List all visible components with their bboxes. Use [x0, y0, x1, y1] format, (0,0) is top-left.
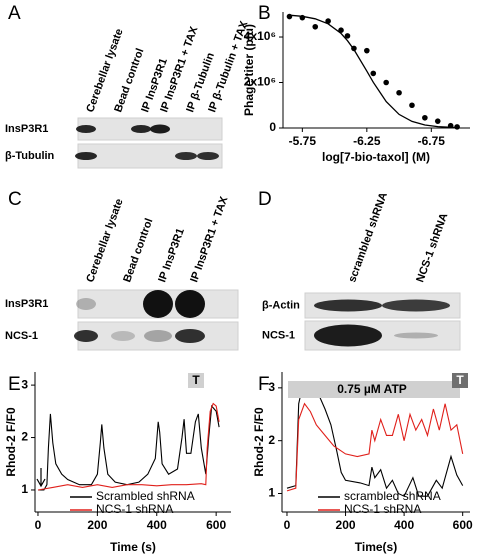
- x-tick-label: -5.75: [289, 134, 317, 148]
- y-axis-label: Phage titer (pfu): [242, 24, 256, 116]
- blot-strip: [77, 321, 239, 351]
- data-point: [434, 118, 441, 124]
- band: [143, 290, 173, 318]
- trace: [37, 402, 220, 491]
- x-tick-label: 0: [35, 518, 42, 532]
- row-label: β-Tubulin: [5, 150, 55, 162]
- x-axis-label: Time(s): [355, 540, 397, 554]
- trace: [286, 389, 464, 497]
- y-tick-label: 2: [268, 433, 275, 447]
- annotation: T: [456, 373, 464, 387]
- y-tick-label: 2x10⁶: [244, 75, 276, 89]
- y-tick-label: 1: [268, 486, 275, 500]
- lane-label: IP InsP3R1 + TAX: [188, 194, 230, 284]
- panel-label: A: [8, 3, 21, 24]
- stimulus-arrow: [36, 468, 46, 488]
- row-label: InsP3R1: [5, 123, 48, 135]
- legend-label: scrambled shRNA: [344, 489, 441, 503]
- band: [76, 298, 96, 310]
- x-tick-label: 200: [336, 518, 356, 532]
- data-point: [422, 114, 428, 121]
- band: [394, 332, 438, 339]
- y-tick-label: 1: [21, 482, 28, 496]
- fit-curve: [289, 14, 458, 129]
- data-point: [409, 102, 415, 109]
- panel-label: E: [8, 374, 21, 395]
- band: [74, 330, 98, 342]
- treatment-box: [452, 373, 468, 388]
- lane-label: IP InsP3R1: [156, 227, 187, 284]
- band: [175, 152, 197, 160]
- band: [111, 331, 135, 341]
- treatment-box: [188, 373, 204, 388]
- legend-label: NCS-1 shRNA: [96, 502, 173, 516]
- band: [314, 299, 382, 312]
- lane-label: scrambled shRNA: [346, 191, 390, 284]
- lane-label: NCS-1 shRNA: [414, 212, 450, 285]
- data-point: [370, 70, 377, 77]
- data-point: [364, 47, 370, 54]
- data-point: [325, 18, 331, 24]
- x-tick-label: 600: [206, 518, 226, 532]
- data-point: [286, 13, 293, 20]
- x-axis-label: log[7-bio-taxol] (M): [322, 150, 430, 164]
- panel-label: B: [258, 3, 271, 24]
- x-tick-label: 0: [284, 518, 291, 532]
- x-tick-label: 400: [394, 518, 414, 532]
- row-label: NCS-1: [262, 329, 295, 341]
- band: [150, 124, 170, 134]
- x-tick-label: 200: [87, 518, 107, 532]
- x-tick-label: 600: [453, 518, 473, 532]
- annotation: T: [192, 373, 200, 387]
- atp-bar: [288, 381, 460, 398]
- data-point: [312, 23, 319, 30]
- band: [197, 152, 219, 160]
- y-tick-label: 0: [269, 120, 276, 134]
- data-point: [447, 122, 454, 129]
- band: [144, 330, 172, 342]
- band: [314, 324, 382, 347]
- x-axis-label: Time (s): [110, 540, 156, 554]
- data-point: [396, 89, 402, 96]
- y-tick-label: 2: [21, 430, 28, 444]
- lane-label: Cerebellar lysate: [84, 197, 125, 284]
- panel-label: F: [258, 374, 270, 395]
- band: [76, 125, 96, 133]
- y-tick-label: 3: [21, 377, 28, 391]
- x-tick-label: -6.25: [353, 134, 381, 148]
- data-point: [454, 124, 460, 130]
- y-tick-label: 3: [268, 380, 275, 394]
- y-axis-label: Rhod-2 F/F0: [252, 407, 266, 477]
- data-point: [299, 14, 306, 21]
- legend-label: NCS-1 shRNA: [344, 502, 421, 516]
- band: [75, 152, 97, 160]
- data-point: [383, 79, 389, 86]
- trace: [38, 404, 220, 491]
- annotation: 0.75 µM ATP: [337, 382, 407, 396]
- data-point: [344, 33, 351, 39]
- panel-label: C: [8, 189, 22, 210]
- row-label: β-Actin: [262, 299, 300, 311]
- row-label: InsP3R1: [5, 298, 48, 310]
- y-tick-label: 4x10⁶: [244, 29, 276, 43]
- lane-label: Bead control: [121, 217, 155, 284]
- x-tick-label: -6.75: [418, 134, 446, 148]
- band: [131, 125, 151, 133]
- data-point: [351, 45, 357, 52]
- row-label: NCS-1: [5, 330, 38, 342]
- x-tick-label: 400: [147, 518, 167, 532]
- y-axis-label: Rhod-2 F/F0: [4, 407, 18, 477]
- trace: [286, 402, 464, 492]
- band: [175, 329, 205, 343]
- legend-label: Scrambled shRNA: [96, 489, 195, 503]
- data-point: [338, 27, 344, 33]
- panel-label: D: [258, 189, 272, 210]
- band: [382, 299, 450, 312]
- band: [175, 290, 205, 318]
